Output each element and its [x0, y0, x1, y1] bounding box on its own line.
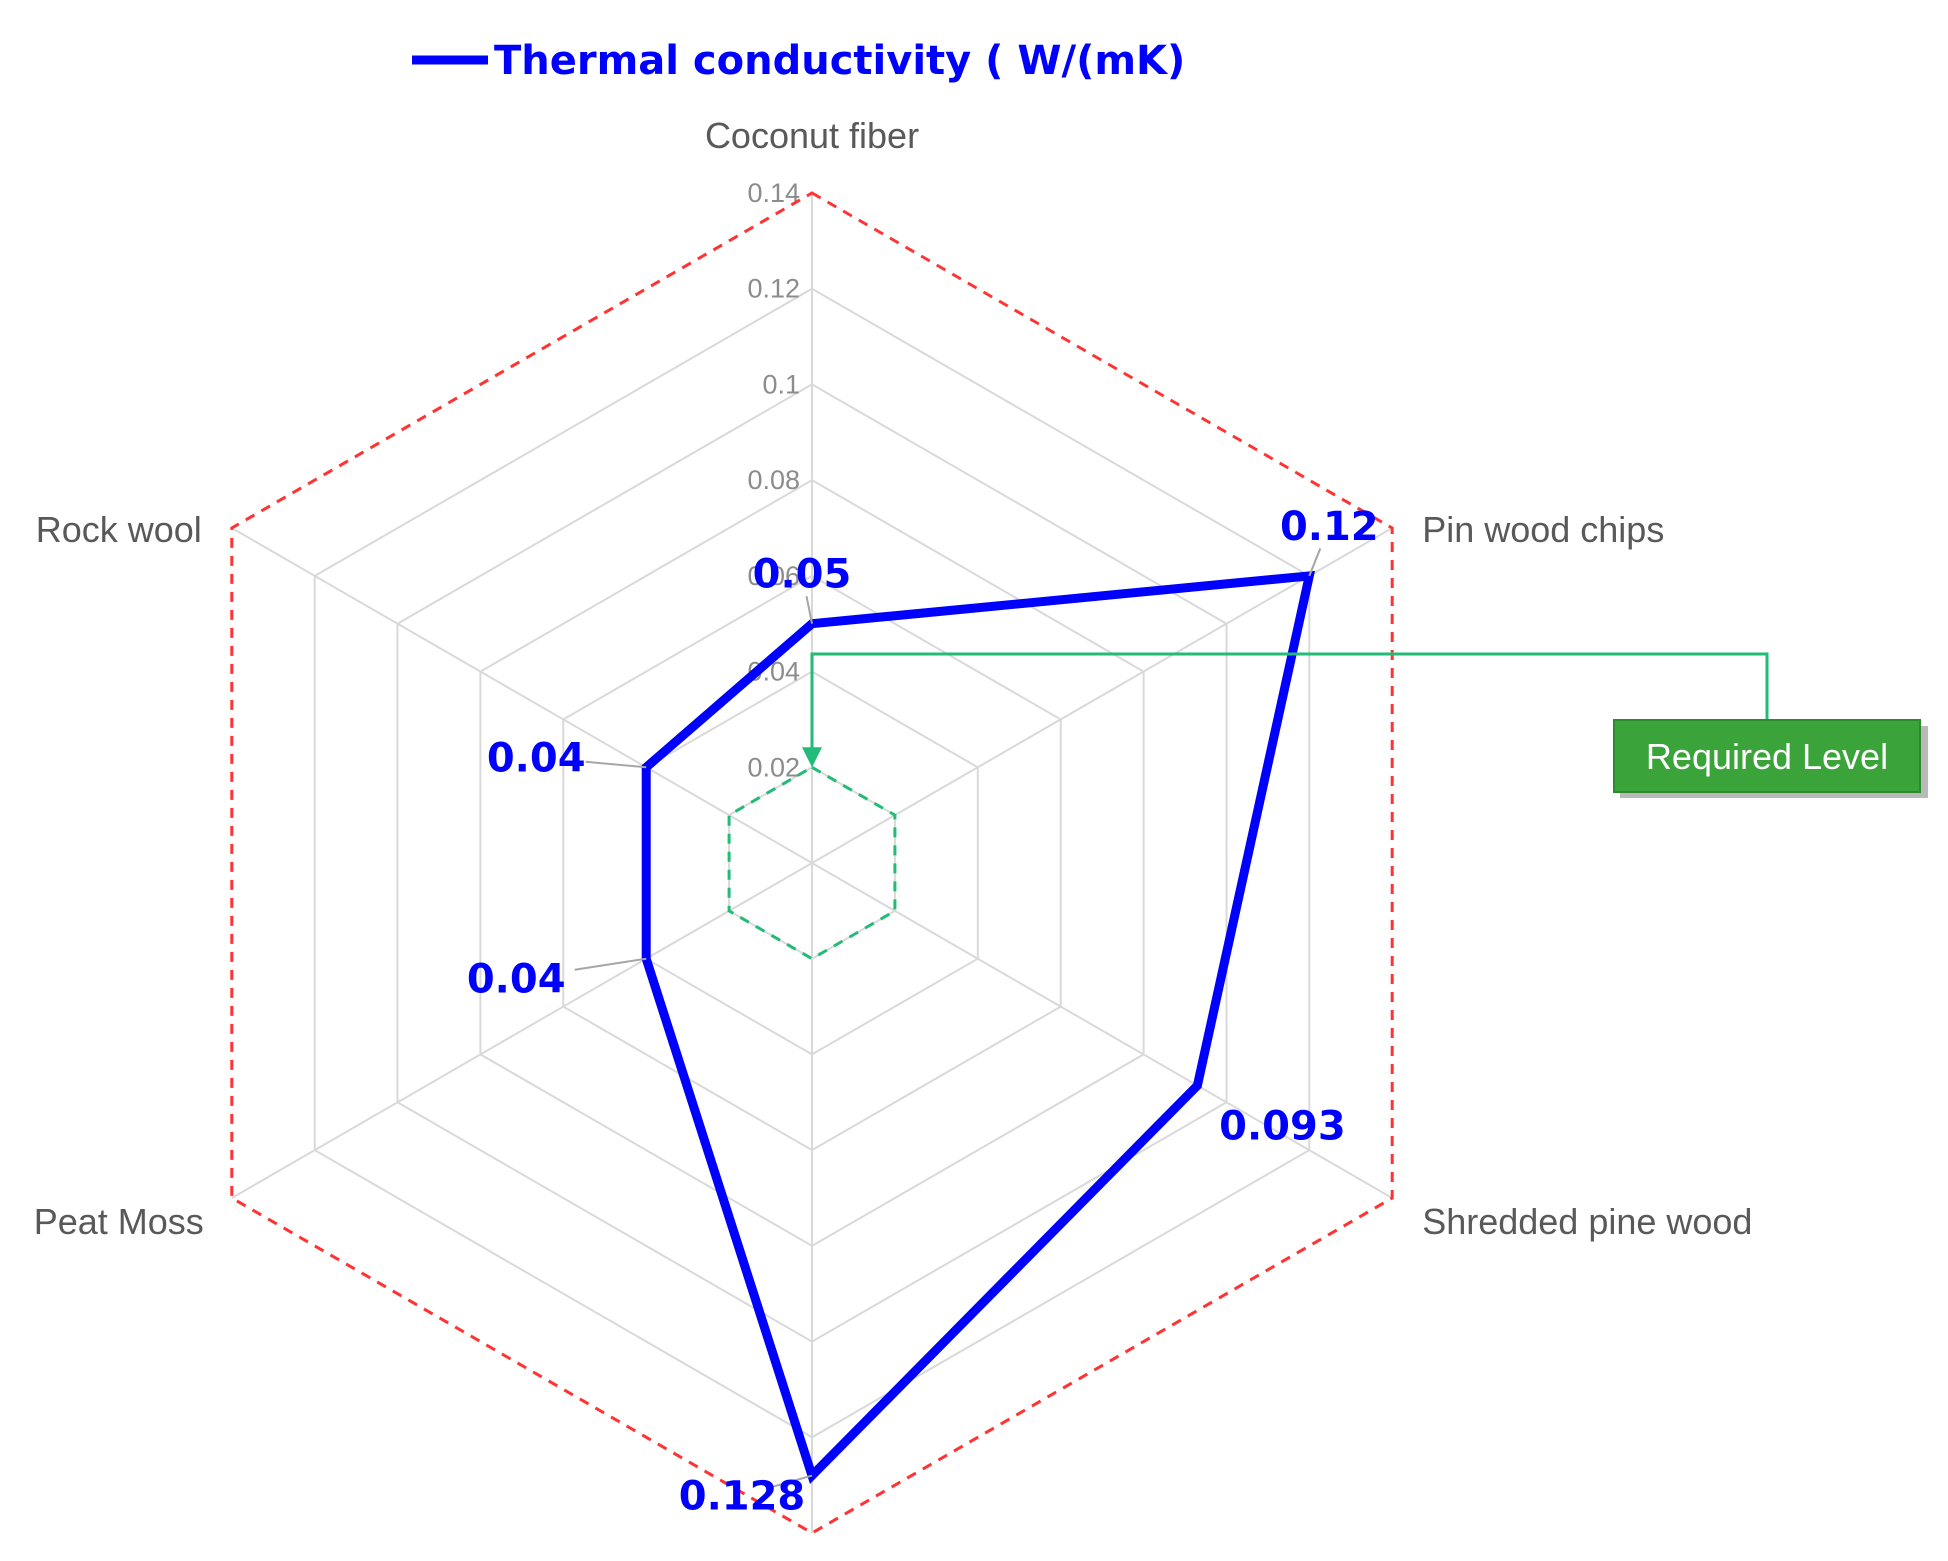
callout-connector — [810, 652, 1769, 752]
tick-labels: 0.020.040.060.080.10.120.14 — [747, 178, 800, 782]
legend-label: Thermal conductivity ( W/(mK) — [494, 38, 1185, 84]
axis-label: Pin wood chips — [1422, 509, 1664, 550]
leader-line — [805, 596, 813, 624]
data-label: 0.12 — [1280, 504, 1379, 550]
axis-label: Shredded pine wood — [1422, 1201, 1752, 1242]
grid-spokes — [231, 193, 1393, 1533]
leader-line — [574, 957, 647, 971]
data-label: 0.128 — [679, 1474, 806, 1520]
callout-box — [1613, 719, 1921, 793]
grid-spoke — [811, 862, 1393, 1199]
leader-lines — [574, 548, 1322, 1488]
leader-line — [1308, 548, 1322, 577]
tick-label: 0.14 — [747, 178, 800, 208]
data-label: 0.093 — [1219, 1104, 1346, 1150]
data-label: 0.04 — [487, 735, 586, 781]
data-label: 0.05 — [753, 552, 852, 598]
callout-label: Required Level — [1646, 736, 1888, 777]
axis-label: Peat Moss — [34, 1201, 204, 1242]
grid-spoke — [231, 862, 813, 1199]
tick-label: 0.12 — [747, 274, 800, 304]
callout-arrowhead — [802, 747, 822, 768]
data-labels: 0.05 0.12 0.093 0.128 0.04 0.04 — [467, 504, 1379, 1520]
legend: Thermal conductivity ( W/(mK) — [412, 38, 1185, 84]
required-level-outline — [727, 765, 897, 961]
tick-label: 0.02 — [747, 752, 800, 782]
grid-spoke — [231, 527, 813, 864]
max-outline — [230, 191, 1394, 1535]
leader-line — [773, 1474, 813, 1488]
leader-line — [585, 760, 647, 769]
grid-spoke — [811, 527, 1393, 864]
axis-label: Rock wool — [36, 509, 202, 550]
tick-label: 0.06 — [747, 561, 800, 591]
axis-labels: Coconut fiber Pin wood chips Shredded pine… — [34, 115, 1753, 1242]
axis-label: Coconut fiber — [705, 115, 919, 156]
required-level-callout: Required Level — [802, 652, 1928, 798]
data-label: 0.04 — [467, 957, 566, 1003]
tick-label: 0.1 — [762, 369, 800, 399]
tick-label: 0.08 — [747, 465, 800, 495]
